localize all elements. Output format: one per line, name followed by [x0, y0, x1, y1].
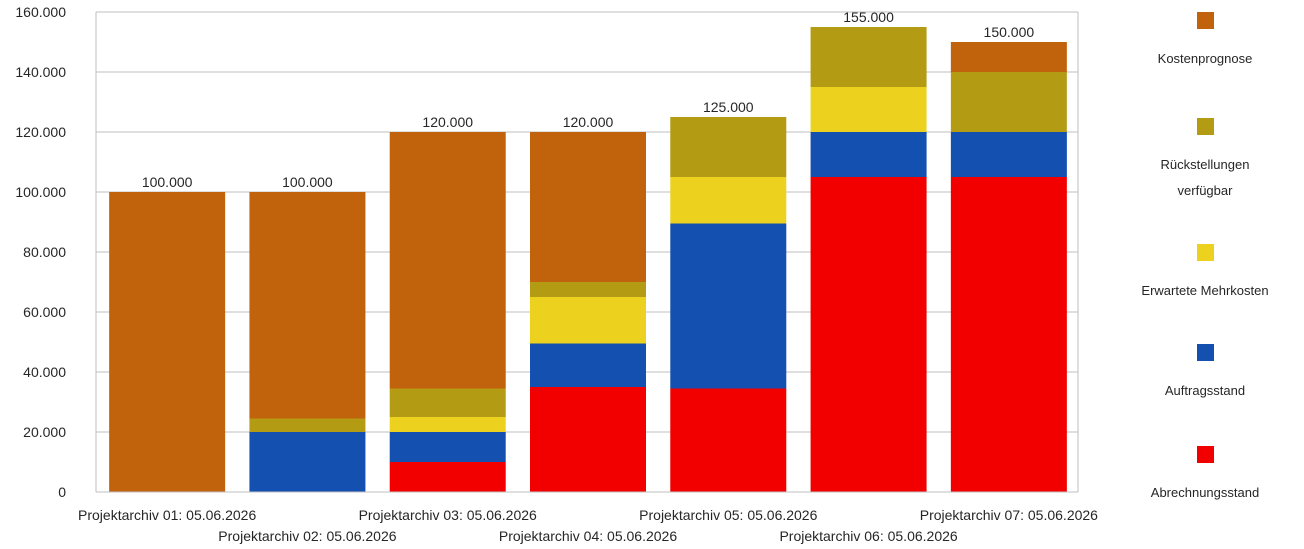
- total-label: 120.000: [563, 114, 614, 130]
- bar-segment: [249, 192, 366, 419]
- bar-segment: [810, 87, 927, 132]
- total-label: 125.000: [703, 99, 754, 115]
- bar-segment: [530, 343, 646, 387]
- bar-segment: [389, 132, 506, 389]
- bar-segment: [950, 72, 1067, 132]
- bar-segment: [950, 42, 1067, 72]
- axes: [95, 12, 1079, 493]
- y-tick-label: 100.000: [15, 184, 66, 200]
- y-tick-label: 160.000: [15, 4, 66, 20]
- x-category-label: Projektarchiv 07: 05.06.2026: [920, 507, 1098, 523]
- y-tick-label: 40.000: [23, 364, 66, 380]
- bar-segment: [950, 177, 1067, 492]
- y-tick-label: 80.000: [23, 244, 66, 260]
- legend-label: Abrechnungsstand: [1151, 485, 1259, 500]
- legend-swatch: [1197, 344, 1214, 361]
- bar-segment: [810, 132, 927, 177]
- bar-segment: [530, 387, 646, 492]
- x-category-label: Projektarchiv 05: 05.06.2026: [639, 507, 817, 523]
- bar-segment: [530, 282, 646, 297]
- bars: [109, 27, 1067, 492]
- total-label: 155.000: [843, 9, 894, 25]
- bar-segment: [530, 297, 646, 344]
- x-category-label: Projektarchiv 02: 05.06.2026: [218, 528, 396, 544]
- legend-label: Kostenprognose: [1158, 51, 1253, 66]
- bar-segment: [249, 418, 366, 432]
- legend-label: verfügbar: [1178, 183, 1234, 198]
- legend-swatch: [1197, 118, 1214, 135]
- x-category-labels: Projektarchiv 01: 05.06.2026 Projektarchi…: [78, 507, 1098, 544]
- bar-segment: [389, 417, 506, 432]
- bar-segment: [389, 462, 506, 492]
- bar-segment: [810, 27, 927, 87]
- bar-segment: [810, 177, 927, 492]
- y-tick-labels: 0 20.000 40.000 60.000 80.000 100.000 120.000 1…: [15, 4, 66, 500]
- bar-segment: [389, 388, 506, 417]
- bar-segment: [670, 388, 787, 492]
- bar-segment: [670, 223, 787, 389]
- total-label: 100.000: [282, 174, 333, 190]
- x-category-label: Projektarchiv 06: 05.06.2026: [779, 528, 957, 544]
- y-tick-label: 20.000: [23, 424, 66, 440]
- bar-segment: [950, 132, 1067, 177]
- bar-segment: [249, 432, 366, 492]
- y-tick-label: 120.000: [15, 124, 66, 140]
- legend-label: Auftragsstand: [1165, 383, 1245, 398]
- legend-swatch: [1197, 446, 1214, 463]
- legend-label: Erwartete Mehrkosten: [1141, 283, 1268, 298]
- legend: Kostenprognose Rückstellungen verfügbar Erw…: [1141, 12, 1269, 500]
- bar-segment: [389, 432, 506, 462]
- y-tick-label: 60.000: [23, 304, 66, 320]
- legend-label: Rückstellungen: [1161, 157, 1250, 172]
- legend-swatch: [1197, 244, 1214, 261]
- legend-swatch: [1197, 12, 1214, 29]
- bar-segment: [530, 132, 646, 282]
- total-label: 120.000: [422, 114, 473, 130]
- y-tick-label: 0: [58, 484, 66, 500]
- x-category-label: Projektarchiv 03: 05.06.2026: [359, 507, 537, 523]
- bar-segment: [670, 177, 787, 224]
- x-category-label: Projektarchiv 01: 05.06.2026: [78, 507, 256, 523]
- bar-segment: [109, 192, 226, 492]
- total-data-labels: 100.000 100.000 120.000 120.000 125.000 155.0…: [142, 9, 1035, 190]
- x-category-label: Projektarchiv 04: 05.06.2026: [499, 528, 677, 544]
- bar-segment: [670, 117, 787, 177]
- total-label: 100.000: [142, 174, 193, 190]
- total-label: 150.000: [984, 24, 1035, 40]
- y-tick-label: 140.000: [15, 64, 66, 80]
